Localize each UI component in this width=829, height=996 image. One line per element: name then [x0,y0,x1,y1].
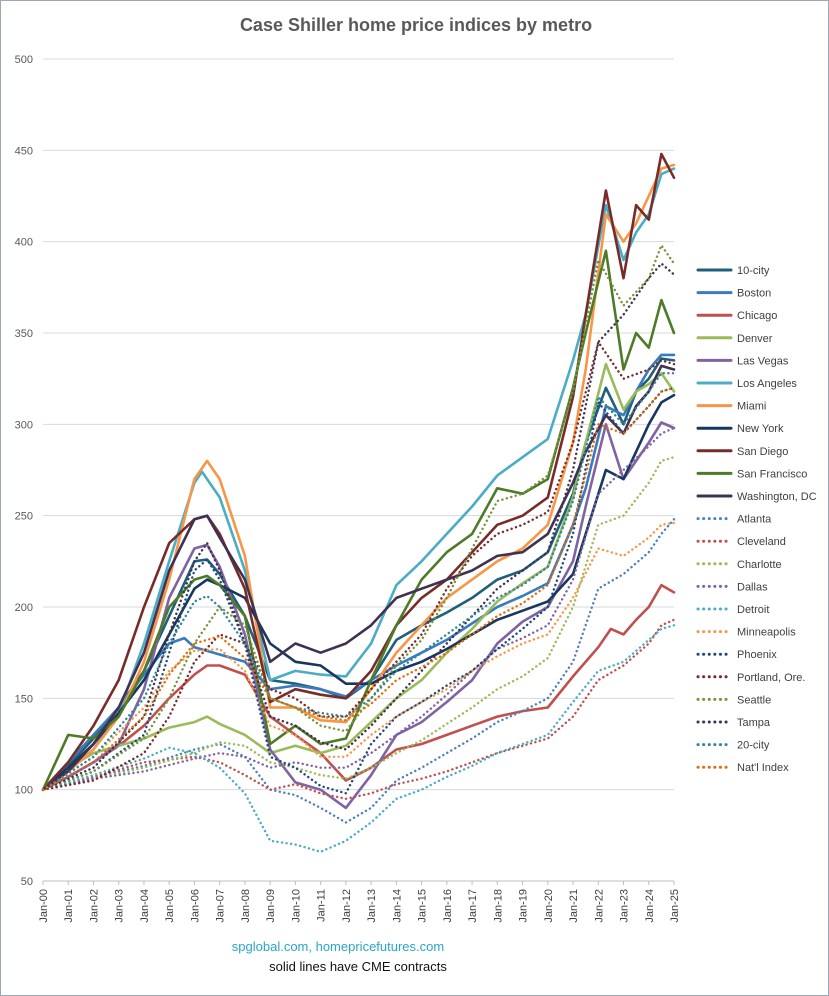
y-tick-label: 300 [15,419,33,431]
legend-label: Atlanta [737,514,772,526]
legend-label: Los Angeles [737,378,797,390]
legend-label: Phoenix [737,649,777,661]
legend-label: Detroit [737,604,769,616]
series-line-5 [41,167,676,792]
x-tick-label: Jan-02 [88,889,100,923]
series-line-6 [41,163,676,792]
chart-title: Case Shiller home price indices by metro [240,15,592,35]
series-line-3 [41,362,676,792]
legend-label: Las Vegas [737,355,789,367]
series-line-20 [41,262,676,791]
x-tick-label: Jan-14 [391,889,403,923]
x-tick-label: Jan-09 [265,889,277,923]
legend-label: Boston [737,288,771,300]
legend-label: Denver [737,333,773,345]
series-line-11 [41,518,676,824]
x-tick-label: Jan-06 [189,889,201,923]
y-tick-label: 100 [15,785,33,797]
y-tick-label: 150 [15,693,33,705]
series-line-21 [41,372,676,791]
x-tick-label: Jan-07 [215,889,227,923]
source-credit: spglobal.com, homepricefutures.com [231,939,445,954]
gridlines [43,58,674,882]
series-line-0 [41,357,676,792]
x-tick-label: Jan-18 [492,889,504,923]
x-tick-label: Jan-22 [593,889,605,923]
legend-label: San Diego [737,446,788,458]
y-tick-label: 350 [15,328,33,340]
x-tick-label: Jan-08 [240,889,252,923]
legend-label: Minneapolis [737,627,796,639]
x-tick-label: Jan-12 [341,889,353,923]
x-tick-label: Jan-04 [139,889,151,923]
x-axis: Jan-00 Jan-01 Jan-02 Jan-03 Jan-04 Jan-05 Jan-… [38,880,681,923]
x-tick-label: Jan-05 [164,889,176,923]
legend-label: Tampa [737,717,771,729]
footnote: solid lines have CME contracts [269,959,447,974]
x-tick-label: Jan-16 [442,889,454,923]
x-tick-label: Jan-20 [543,889,555,923]
legend-label: Charlotte [737,559,782,571]
series-line-7 [41,393,676,792]
series-line-9 [41,249,676,792]
series-line-13 [41,456,676,791]
series-line-10 [41,364,676,792]
legend-label: Dallas [737,581,768,593]
legend-label: Portland, Ore. [737,672,805,684]
x-tick-label: Jan-25 [669,889,681,923]
x-tick-label: Jan-13 [366,889,378,923]
x-tick-label: Jan-15 [417,889,429,923]
series-line-16 [41,521,676,791]
legend-label: 20-city [737,740,770,752]
series-line-19 [41,244,676,791]
legend-label: 10-city [737,265,770,277]
legend-label: Cleveland [737,536,786,548]
series-line-22 [41,386,676,791]
y-tick-label: 250 [15,511,33,523]
legend-label: Miami [737,401,766,413]
series-line-2 [41,583,676,792]
x-tick-label: Jan-00 [38,889,50,923]
y-tick-label: 200 [15,602,33,614]
legend-label: San Francisco [737,468,807,480]
series-lines [41,152,676,853]
x-tick-label: Jan-03 [114,889,126,923]
x-tick-label: Jan-17 [467,889,479,923]
series-line-4 [41,421,676,810]
legend-label: New York [737,423,784,435]
x-tick-label: Jan-23 [619,889,631,923]
legend-label: Chicago [737,310,777,322]
y-axis: 50 100 150 200 250 300 350 400 450 500 [15,54,33,888]
series-line-17 [41,386,676,795]
series-line-15 [41,624,676,853]
legend-label: Washington, DC [737,491,817,503]
y-tick-label: 500 [15,54,33,66]
x-tick-label: Jan-19 [518,889,530,923]
y-tick-label: 400 [15,237,33,249]
x-tick-label: Jan-11 [316,889,328,922]
y-tick-label: 450 [15,145,33,157]
legend: 10-city Boston Chicago Denver Las Vegas Los A… [696,265,817,774]
x-tick-label: Jan-24 [644,889,656,923]
x-tick-label: Jan-10 [290,889,302,923]
series-line-14 [41,426,676,791]
series-line-8 [41,152,676,792]
y-tick-label: 50 [21,876,33,888]
x-tick-label: Jan-01 [63,889,75,923]
x-tick-label: Jan-21 [568,889,580,923]
legend-label: Nat'l Index [737,762,789,774]
legend-label: Seattle [737,694,771,706]
series-line-12 [41,618,676,800]
